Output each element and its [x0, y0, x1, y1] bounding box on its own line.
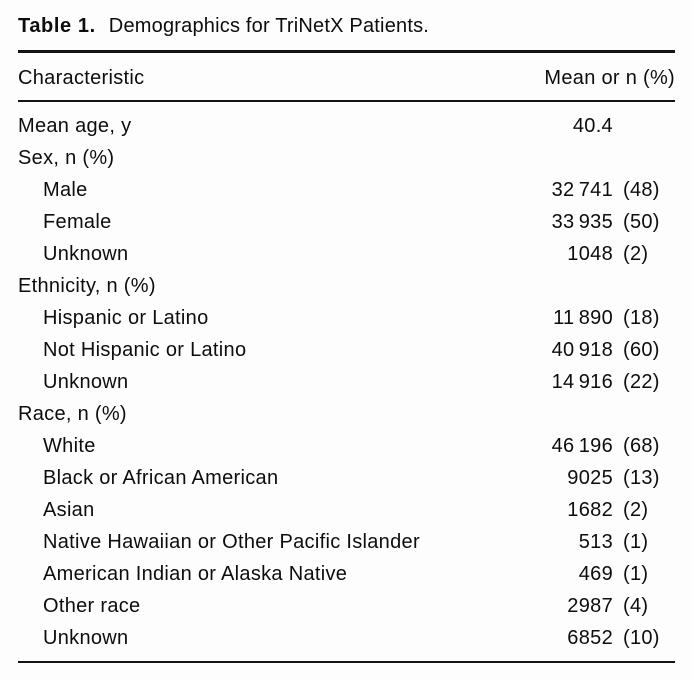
row-label: Hispanic or Latino [43, 306, 209, 329]
row-label: Black or African American [43, 466, 279, 489]
row-value: 40 918 (60) [552, 334, 675, 366]
row-value-percent: (2) [623, 498, 649, 521]
row-label: Not Hispanic or Latino [43, 338, 247, 361]
row-label: Unknown [43, 242, 129, 265]
table-row: Male 32 741 (48) [18, 174, 675, 206]
row-value-number: 513 [578, 530, 613, 553]
top-rule [18, 50, 675, 53]
row-label: White [43, 434, 96, 457]
table-row: Native Hawaiian or Other Pacific Islande… [18, 526, 675, 558]
table-row: Not Hispanic or Latino 40 918 (60) [18, 334, 675, 366]
table-row: Unknown 6852 (10) [18, 622, 675, 654]
row-value-percent: (1) [623, 562, 649, 585]
row-value-percent [613, 110, 675, 142]
row-label: Ethnicity, n (%) [18, 274, 156, 297]
row-value: 33 935 (50) [552, 206, 675, 238]
row-value-percent: (48) [623, 178, 660, 201]
row-value: 513 (1) [579, 526, 675, 558]
table-header-row: Characteristic Mean or n (%) [18, 53, 675, 100]
row-value-number: 33 935 [551, 210, 613, 233]
row-label: Other race [43, 594, 141, 617]
table-body: Mean age, y 40.4 Sex, n (%) Male 32 741 (… [18, 102, 675, 661]
row-value-number: 46 196 [551, 434, 613, 457]
row-value-percent: (60) [623, 338, 660, 361]
row-value-number: 9025 [567, 466, 613, 489]
table-title: Table 1. Demographics for TriNetX Patient… [18, 14, 675, 38]
row-value: 1682 (2) [567, 494, 675, 526]
row-value-percent: (50) [623, 210, 660, 233]
row-value-number: 1682 [567, 498, 613, 521]
row-value: 9025 (13) [567, 462, 675, 494]
row-value-percent: (4) [623, 594, 649, 617]
row-value: 46 196 (68) [552, 430, 675, 462]
row-label: Female [43, 210, 112, 233]
row-value-percent: (10) [623, 626, 660, 649]
row-value: 40.4 [573, 110, 675, 142]
row-value-percent: (18) [623, 306, 660, 329]
row-value-percent: (68) [623, 434, 660, 457]
row-value: 1048 (2) [567, 238, 675, 270]
table-number: Table 1. [18, 15, 96, 37]
row-value-percent: (1) [623, 530, 649, 553]
row-label: Race, n (%) [18, 402, 127, 425]
row-value-number: 40.4 [572, 114, 613, 137]
row-label: Unknown [43, 370, 129, 393]
row-label: Native Hawaiian or Other Pacific Islande… [43, 530, 420, 553]
row-value-number: 40 918 [551, 338, 613, 361]
table-row: Black or African American 9025 (13) [18, 462, 675, 494]
row-value: 2987 (4) [567, 590, 675, 622]
row-label: Sex, n (%) [18, 146, 115, 169]
table-row: American Indian or Alaska Native 469 (1) [18, 558, 675, 590]
row-label: Unknown [43, 626, 129, 649]
table-row: Asian 1682 (2) [18, 494, 675, 526]
row-value-number: 32 741 [551, 178, 613, 201]
row-value: 6852 (10) [567, 622, 675, 654]
bottom-rule [18, 660, 675, 663]
row-value: 32 741 (48) [552, 174, 675, 206]
header-rule [18, 99, 675, 102]
row-label: Male [43, 178, 88, 201]
row-value-percent: (22) [623, 370, 660, 393]
row-label: Asian [43, 498, 95, 521]
row-value-number: 11 890 [553, 306, 613, 329]
row-value-number: 1048 [567, 242, 613, 265]
table-row: Mean age, y 40.4 [18, 110, 675, 142]
table-row: Unknown 1048 (2) [18, 238, 675, 270]
table-row: Other race 2987 (4) [18, 590, 675, 622]
table-row: Sex, n (%) [18, 142, 675, 174]
table-row: Hispanic or Latino 11 890 (18) [18, 302, 675, 334]
row-value: 11 890 (18) [553, 302, 675, 334]
table-row: Unknown 14 916 (22) [18, 366, 675, 398]
row-value: 14 916 (22) [552, 366, 675, 398]
row-value-number: 469 [578, 562, 613, 585]
row-value-number: 14 916 [551, 370, 613, 393]
column-header-characteristic: Characteristic [18, 66, 145, 89]
row-value-percent: (2) [623, 242, 649, 265]
row-value-number: 2987 [567, 594, 613, 617]
row-value: 469 (1) [579, 558, 675, 590]
row-value-percent: (13) [623, 466, 660, 489]
row-label: American Indian or Alaska Native [43, 562, 348, 585]
table-caption: Demographics for TriNetX Patients. [108, 15, 430, 37]
table-row: Race, n (%) [18, 398, 675, 430]
table-row: Ethnicity, n (%) [18, 270, 675, 302]
row-label: Mean age, y [18, 114, 132, 137]
row-value-number: 6852 [567, 626, 613, 649]
table-row: Female 33 935 (50) [18, 206, 675, 238]
table-row: White 46 196 (68) [18, 430, 675, 462]
column-header-value: Mean or n (%) [544, 66, 675, 89]
